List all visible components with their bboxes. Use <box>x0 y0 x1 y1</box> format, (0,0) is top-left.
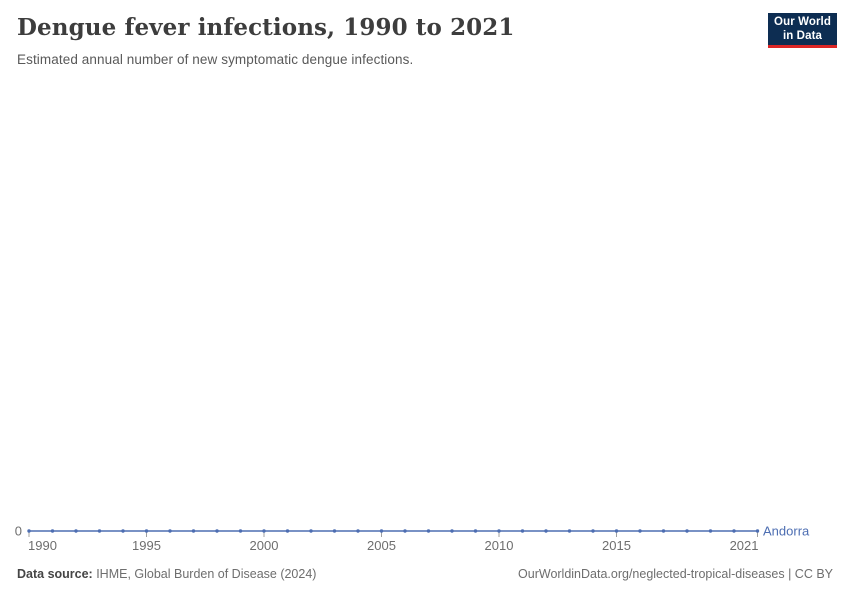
data-point <box>309 529 313 533</box>
x-axis-tick-label: 2021 <box>730 538 759 553</box>
data-point <box>97 529 102 533</box>
data-point <box>614 529 619 533</box>
data-source-note: Data source: IHME, Global Burden of Dise… <box>17 567 316 581</box>
data-point <box>755 529 760 533</box>
data-point <box>567 529 572 533</box>
chart-footer: Data source: IHME, Global Burden of Dise… <box>17 567 833 581</box>
data-point <box>356 529 360 533</box>
chart-title: Dengue fever infections, 1990 to 2021 <box>17 14 515 41</box>
data-point <box>50 529 55 533</box>
x-axis-tick-label: 2005 <box>367 538 396 553</box>
data-point <box>497 529 501 533</box>
data-point <box>74 529 78 533</box>
owid-logo[interactable]: Our World in Data <box>768 13 837 48</box>
data-source-label: Data source: <box>17 567 93 581</box>
data-point <box>403 529 407 533</box>
owid-logo-line1: Our World <box>774 15 831 28</box>
data-point <box>450 529 454 533</box>
data-point <box>144 529 149 533</box>
credit-note: OurWorldinData.org/neglected-tropical-di… <box>518 567 833 581</box>
y-axis-tick-label: 0 <box>15 524 22 539</box>
data-point <box>238 529 243 533</box>
data-point <box>215 529 219 533</box>
x-axis-tick-label: 2015 <box>602 538 631 553</box>
chart-subtitle: Estimated annual number of new symptomat… <box>17 52 414 67</box>
data-source-text: IHME, Global Burden of Disease (2024) <box>92 567 317 581</box>
data-point <box>591 529 595 533</box>
x-axis-tick-label: 1995 <box>132 538 161 553</box>
data-point <box>332 529 337 533</box>
data-point <box>285 529 290 533</box>
data-point <box>732 529 736 533</box>
data-point <box>544 529 548 533</box>
data-point <box>27 529 31 533</box>
entity-label-andorra[interactable]: Andorra <box>763 524 810 539</box>
x-axis-tick-label: 2010 <box>485 538 514 553</box>
data-point <box>708 529 713 533</box>
data-point <box>661 529 666 533</box>
data-point <box>168 529 172 533</box>
data-point <box>191 529 196 533</box>
data-point <box>638 529 642 533</box>
data-point <box>121 529 125 533</box>
data-point <box>685 529 689 533</box>
data-point <box>520 529 525 533</box>
data-point <box>262 529 266 533</box>
x-axis-tick-label: 2000 <box>250 538 279 553</box>
data-point <box>426 529 431 533</box>
data-point <box>379 529 384 533</box>
credit-link[interactable]: OurWorldinData.org/neglected-tropical-di… <box>518 567 833 581</box>
owid-logo-line2: in Data <box>782 30 823 42</box>
data-point <box>473 529 478 533</box>
x-axis-tick-label: 1990 <box>28 538 57 553</box>
